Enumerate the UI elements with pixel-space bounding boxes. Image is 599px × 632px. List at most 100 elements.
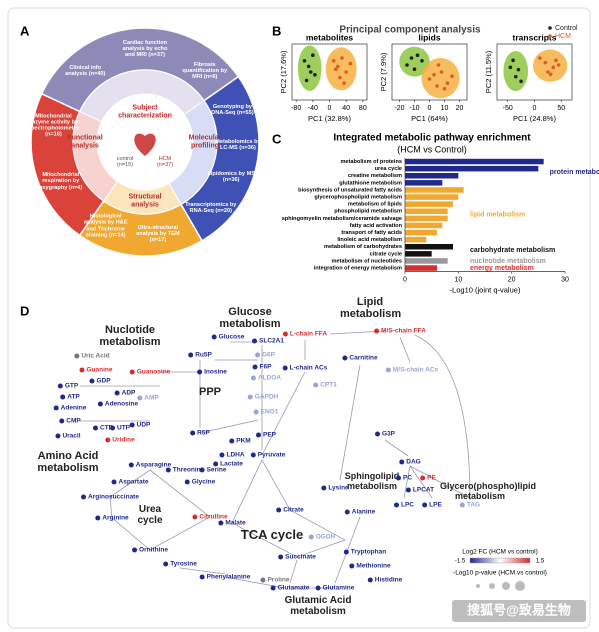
node-dot [74,353,80,359]
metabolite-node: CMP [59,418,81,425]
section-title: Amino Acid metabolism [37,449,99,474]
category-label: phospholipid metabolism [334,209,402,215]
chart-title: Integrated metabolic pathway enrichment [333,133,531,144]
node-label: Lysine [328,484,349,492]
group-ellipse [421,58,460,99]
metabolite-node: Phenylalanine [199,574,250,581]
metabolite-node: LPCAT [405,486,435,494]
node-dot [129,422,135,428]
point [412,67,417,71]
node-dot [282,331,288,337]
bar [405,201,453,207]
plot-title: transcripts [513,32,557,42]
node-dot [59,418,65,424]
node-label: Ornithine [139,546,168,554]
segment-label: Mitochondrial enzyme activity by spectro… [27,113,79,138]
node-label: PKM [236,437,251,445]
node-label: ADP [121,389,136,397]
x-axis-label: -Log10 (joint q-value) [450,286,521,295]
node-dot [321,485,327,491]
cohort-label: HCM (n=37) [156,155,174,168]
x-axis-label: PC1 (24.8%) [513,114,556,123]
x-tick-label: 0 [328,105,332,112]
metabolite-node: Glutamine [315,585,354,592]
metabolite-node: UTP [110,425,130,432]
bar [405,158,544,165]
node-label: M/S-chain ACs [392,366,439,374]
node-label: Histidine [374,576,403,584]
point [551,65,556,70]
node-label: TAG [466,501,481,509]
metabolite-node: OGDH [308,534,335,541]
node-label: Asparagine [135,461,172,469]
section-title: Glutamic Acid metabolism [284,595,352,617]
node-dot [213,461,219,467]
node-label: Uric Acid [81,352,110,360]
metabolite-node: G3P [374,430,396,438]
metabolite-node: GAPDH [247,394,278,401]
node-dot [342,355,348,361]
point [435,84,439,88]
x-tick-label: -40 [308,105,318,112]
point [302,59,307,63]
category-label: glycerophospholipid metabolism [314,195,402,201]
bar [405,258,448,264]
legend-marker [548,34,552,38]
point [405,63,409,67]
node-dot [97,401,103,407]
metabolite-node: GDP [89,378,111,385]
segment-label: Mitochondrial respiration by oxygraphy (… [39,172,83,191]
node-label: ATP [67,393,80,401]
metabolite-node: GTP [57,383,78,390]
group-ellipse [297,45,322,91]
node-label: Uridine [112,436,135,444]
category-label: metabolism of carbohydrates [324,244,402,250]
heart-icon [134,133,156,156]
node-label: Aspartate [118,478,149,486]
metabolite-node: Tryptophan [343,549,386,556]
node-dot [247,394,253,400]
metabolite-node: Uridine [105,436,135,444]
point [445,81,450,85]
metabolite-node: Guanosine [129,369,170,376]
node-dot [55,433,61,439]
node-label: G3P [381,430,396,438]
point [336,64,340,69]
point [439,70,444,74]
section-title: Urea cycle [137,504,163,526]
x-tick-label: 0 [533,105,537,112]
node-label: F6P [259,363,272,371]
metabolite-node: F6P [252,363,272,371]
metabolite-node: M/S-chain FFA [374,328,426,335]
metabolite-node: L-chain FFA [282,331,327,338]
node-dot [111,479,117,485]
x-tick-label: 30 [561,276,569,283]
node-label: UDP [136,421,151,429]
node-dot [399,459,405,465]
node-label: LPCAT [412,486,435,494]
fc-colorbar [469,557,531,564]
category-label: fatty acid activation [350,223,403,229]
section-title: Nuclotide metabolism [99,323,161,348]
node-dot [218,520,224,526]
x-tick-label: 10 [441,105,449,112]
bar [405,173,459,179]
node-label: Arginine [102,514,129,522]
node-label: Serine [206,466,227,474]
segment-label: Ultra-structural analysis by TEM (n=17) [136,224,180,244]
node-dot [95,515,101,521]
watermark: 搜狐号@致易生物 [467,602,571,617]
node-label: R5P [197,429,210,437]
size-legend-circle [489,583,495,589]
bar [405,215,448,222]
node-label: LDHA [226,451,245,459]
metabolite-node: ATP [60,394,80,401]
node-dot [252,338,258,344]
point [333,67,338,71]
node-dot [192,514,198,520]
point [308,70,313,74]
metabolite-node: Proline [260,577,290,584]
node-label: Glycine [191,478,216,486]
